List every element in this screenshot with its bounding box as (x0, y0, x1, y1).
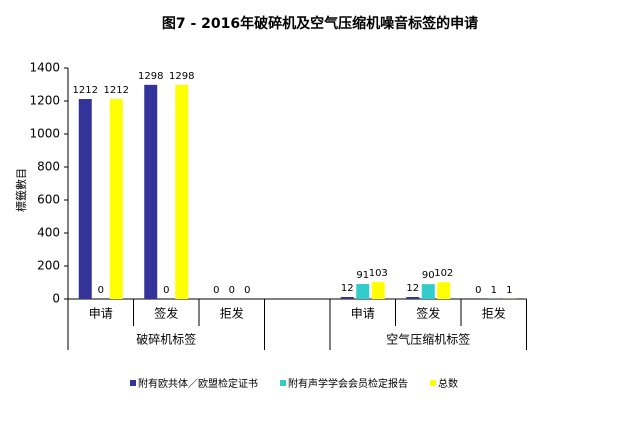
bar (175, 84, 189, 299)
bar (109, 99, 123, 300)
bar (340, 297, 354, 299)
y-tick-label: 0 (52, 292, 60, 306)
value-label: 91 (356, 270, 369, 281)
bar (421, 284, 435, 299)
value-label: 1 (491, 285, 497, 296)
value-label: 103 (369, 268, 388, 279)
legend-swatch (130, 380, 136, 386)
bar (371, 282, 385, 299)
chart-title: 图7 - 2016年破碎机及空气压缩机噪音标签的申请 (162, 15, 478, 32)
y-axis-label: 標籤數目 (14, 168, 28, 212)
bar (356, 283, 370, 299)
bar (144, 84, 158, 299)
value-label: 90 (422, 270, 435, 281)
bar (78, 99, 92, 300)
bar (437, 282, 451, 299)
value-label: 1212 (73, 85, 98, 96)
value-label: 0 (213, 285, 219, 296)
y-tick-label: 400 (37, 226, 60, 240)
value-label: 0 (163, 285, 169, 296)
legend-label: 总数 (438, 377, 458, 390)
y-tick-label: 1400 (29, 61, 60, 75)
x-tick-label: 申请 (351, 307, 375, 321)
value-label: 0 (475, 285, 481, 296)
value-label: 0 (98, 285, 104, 296)
x-tick-label: 签发 (154, 306, 178, 321)
value-label: 12 (341, 283, 354, 294)
value-label: 1298 (138, 71, 163, 82)
y-tick-label: 800 (37, 160, 60, 174)
value-label: 0 (244, 285, 250, 296)
group-label: 破碎机标签 (136, 332, 196, 347)
value-label: 1212 (104, 85, 129, 96)
x-tick-label: 拒发 (220, 306, 244, 321)
legend-label: 附有欧共体／欧盟检定证书 (138, 377, 258, 390)
legend-swatch (280, 380, 286, 386)
y-tick-label: 200 (37, 259, 60, 273)
bar (406, 297, 420, 299)
legend-swatch (430, 380, 436, 386)
value-label: 102 (434, 268, 453, 279)
value-label: 1 (506, 285, 512, 296)
legend-label: 附有声学学会会员检定报告 (288, 377, 408, 390)
value-label: 1298 (169, 71, 194, 82)
y-tick-label: 1200 (29, 94, 60, 108)
x-tick-label: 签发 (416, 306, 440, 321)
y-tick-label: 600 (37, 193, 60, 207)
value-label: 0 (229, 285, 235, 296)
group-label: 空气压缩机标签 (386, 332, 470, 347)
y-tick-label: 1000 (29, 127, 60, 141)
x-tick-label: 申请 (89, 307, 113, 321)
value-label: 12 (406, 283, 419, 294)
x-tick-label: 拒发 (482, 306, 506, 321)
